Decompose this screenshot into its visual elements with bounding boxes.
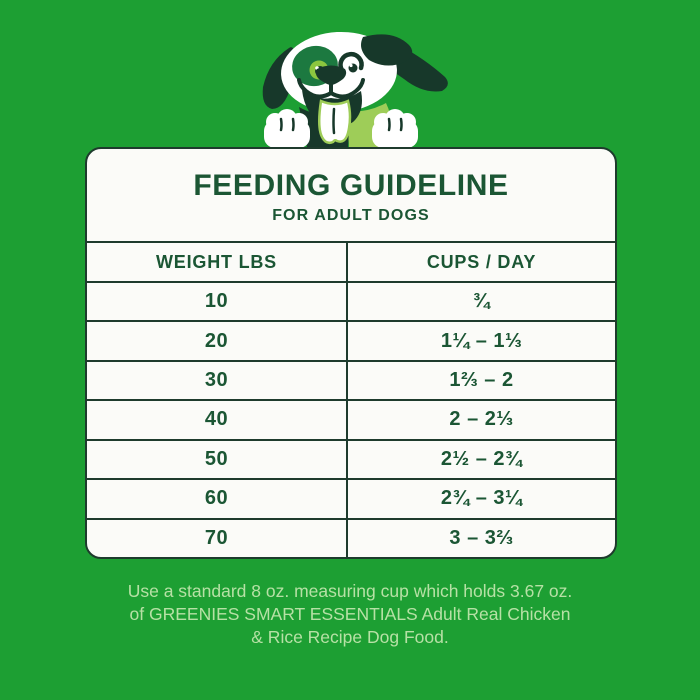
cups-cell: 2 – 2⅓ bbox=[449, 408, 514, 431]
weight-cell: 40 bbox=[87, 401, 348, 439]
cups-cell: 1⅔ – 2 bbox=[449, 369, 514, 392]
weight-cell: 20 bbox=[87, 322, 348, 360]
cups-cell: 1¼ – 1⅓ bbox=[440, 329, 523, 352]
card-header: FEEDING GUIDELINE FOR ADULT DOGS bbox=[87, 149, 615, 241]
cups-cell: 2¾ – 3¼ bbox=[440, 487, 523, 510]
feeding-guideline-card: FEEDING GUIDELINE FOR ADULT DOGS WEIGHT … bbox=[85, 147, 617, 559]
feeding-table: WEIGHT LBS CUPS / DAY 10 ¾ 20 1¼ – 1⅓ 30… bbox=[87, 241, 615, 557]
dog-mascot-icon bbox=[262, 31, 448, 148]
note-line-3: & Rice Recipe Dog Food. bbox=[251, 627, 449, 647]
measuring-cup-note: Use a standard 8 oz. measuring cup which… bbox=[0, 580, 700, 649]
weight-cell: 60 bbox=[87, 480, 348, 518]
weight-cell: 70 bbox=[87, 519, 348, 557]
cups-cell: ¾ bbox=[472, 290, 491, 313]
table-row: 40 2 – 2⅓ bbox=[87, 399, 615, 439]
weight-cell: 10 bbox=[87, 283, 348, 321]
dog-mascot-illustration bbox=[247, 21, 457, 148]
cups-cell: 3 – 3⅔ bbox=[449, 526, 514, 549]
left-paw bbox=[264, 109, 310, 148]
weight-cell: 50 bbox=[87, 440, 348, 479]
cups-cell: 2½ – 2¾ bbox=[440, 447, 523, 470]
page-title: FEEDING GUIDELINE bbox=[193, 169, 509, 202]
weight-column-header: WEIGHT LBS bbox=[87, 243, 348, 281]
note-line-2: of GREENIES SMART ESSENTIALS Adult Real … bbox=[129, 604, 571, 624]
table-row: 70 3 – 3⅔ bbox=[87, 517, 615, 557]
table-row: 50 2½ – 2¾ bbox=[87, 438, 615, 479]
table-row: 30 1⅔ – 2 bbox=[87, 359, 615, 400]
right-paw bbox=[372, 109, 418, 148]
table-header-row: WEIGHT LBS CUPS / DAY bbox=[87, 241, 615, 281]
page-subtitle: FOR ADULT DOGS bbox=[272, 207, 430, 224]
table-row: 60 2¾ – 3¼ bbox=[87, 478, 615, 518]
note-line-1: Use a standard 8 oz. measuring cup which… bbox=[127, 581, 573, 601]
weight-cell: 30 bbox=[87, 361, 348, 400]
table-row: 20 1¼ – 1⅓ bbox=[87, 320, 615, 360]
cups-column-header: CUPS / DAY bbox=[426, 251, 537, 272]
table-row: 10 ¾ bbox=[87, 281, 615, 321]
